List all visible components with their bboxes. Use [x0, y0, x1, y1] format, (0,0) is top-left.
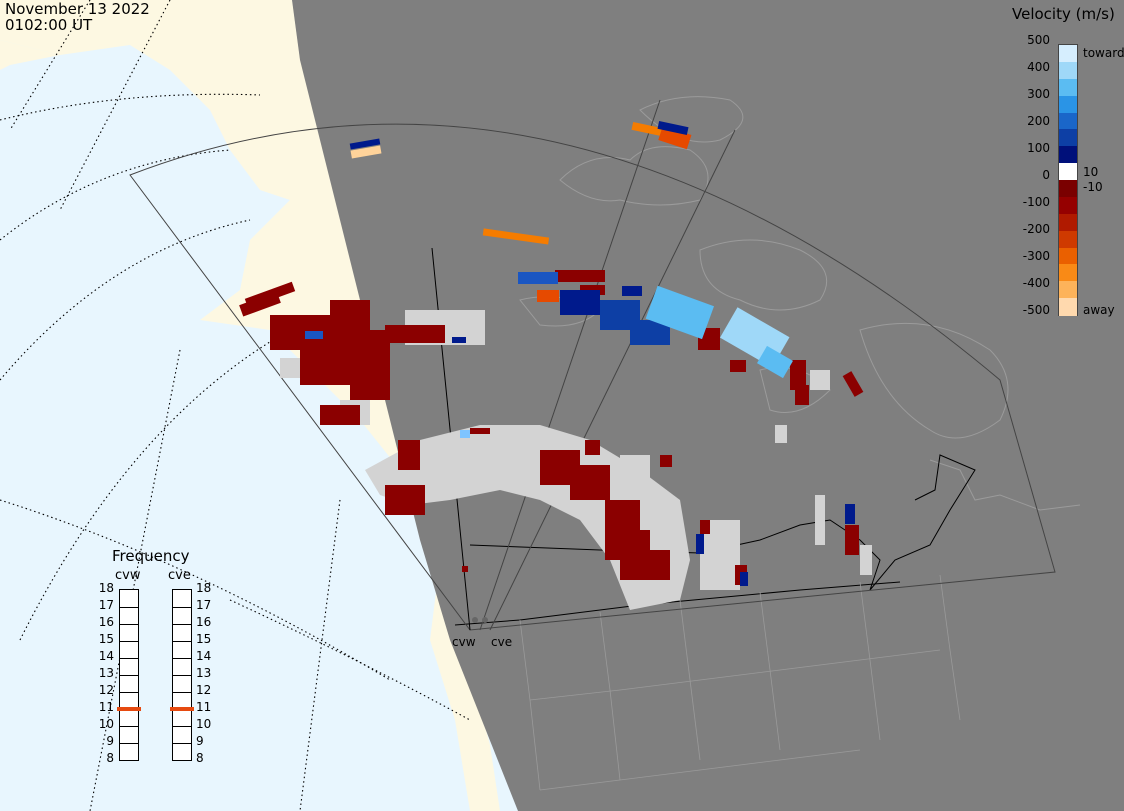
freq-scale-label: 18 — [196, 581, 212, 595]
legend-tick-label: 400 — [1027, 60, 1050, 74]
legend-tick-label: -400 — [1022, 276, 1050, 290]
legend-swatch — [1059, 230, 1077, 248]
freq-scale-label: 13 — [196, 666, 212, 680]
freq-gridline — [173, 743, 191, 744]
time-label: 0102:00 UT — [5, 16, 93, 34]
legend-tick-label: 300 — [1027, 87, 1050, 101]
freq-gridline — [120, 743, 138, 744]
legend-tick-label: 0 — [1042, 168, 1050, 182]
freq-scale-label: 8 — [106, 751, 114, 765]
freq-gridline — [120, 624, 138, 625]
date-label: November 13 2022 — [5, 0, 150, 18]
legend-tick-label: -100 — [1022, 195, 1050, 209]
freq-gridline — [120, 726, 138, 727]
freq-scale-label: 13 — [98, 666, 114, 680]
freq-column-cvw — [117, 589, 141, 761]
legend-tick-label: -200 — [1022, 222, 1050, 236]
freq-radar-cvw: cvw — [115, 568, 141, 583]
legend-toward-label: toward — [1083, 46, 1124, 60]
legend-away-label: away — [1083, 303, 1115, 317]
legend-swatch — [1059, 180, 1077, 198]
freq-scale-label: 8 — [196, 751, 204, 765]
echoes-away-low — [239, 270, 864, 585]
legend-swatch — [1059, 45, 1077, 63]
legend-title: Velocity (m/s) — [1012, 5, 1115, 23]
legend-swatch — [1059, 264, 1077, 282]
freq-scale-label: 12 — [98, 683, 114, 697]
freq-scale-label: 17 — [98, 598, 114, 612]
freq-scale-label: 16 — [196, 615, 212, 629]
radar-site-cve — [482, 617, 488, 623]
legend-swatch — [1059, 247, 1077, 265]
legend-swatch — [1059, 281, 1077, 299]
radar-label-cvw: cvw — [452, 635, 476, 649]
legend-swatch — [1059, 112, 1077, 130]
lat-lon-grid — [0, 0, 471, 811]
radar-site-cvw — [472, 617, 478, 623]
night-region — [292, 0, 1124, 811]
radar-sites — [472, 617, 488, 623]
freq-scale-label: 9 — [196, 734, 204, 748]
echoes-toward — [305, 120, 855, 586]
state-lines — [519, 574, 961, 791]
freq-scale-label: 12 — [196, 683, 212, 697]
freq-gridline — [120, 641, 138, 642]
freq-gridline — [173, 624, 191, 625]
freq-scale-label: 11 — [98, 700, 114, 714]
freq-gridline — [120, 692, 138, 693]
freq-scale-label: 14 — [196, 649, 212, 663]
freq-gridline — [173, 658, 191, 659]
daylight-land — [0, 0, 500, 811]
freq-gridline — [120, 675, 138, 676]
freq-gridline — [120, 607, 138, 608]
legend-swatch — [1059, 146, 1077, 164]
freq-gridline — [173, 675, 191, 676]
freq-gridline — [173, 641, 191, 642]
frequency-title: Frequency — [112, 547, 190, 565]
legend-swatch — [1059, 78, 1077, 97]
freq-marker — [170, 707, 194, 711]
legend-swatch — [1059, 95, 1077, 113]
freq-scale-label: 16 — [98, 615, 114, 629]
freq-gridline — [173, 607, 191, 608]
freq-radar-cve: cve — [168, 568, 191, 583]
freq-scale-label: 10 — [98, 717, 114, 731]
freq-gridline — [120, 658, 138, 659]
freq-marker — [117, 707, 141, 711]
legend-swatch — [1059, 61, 1077, 80]
legend-swatch — [1059, 129, 1077, 147]
legend-colorbar — [1058, 44, 1078, 316]
freq-scale-label: 15 — [98, 632, 114, 646]
legend-tick-label: 500 — [1027, 33, 1050, 47]
legend-tick-label: 100 — [1027, 141, 1050, 155]
freq-scale-label: 18 — [98, 581, 114, 595]
legend-pos-threshold: 10 — [1083, 165, 1099, 179]
freq-scale-label: 15 — [196, 632, 212, 646]
freq-gridline — [173, 692, 191, 693]
legend-tick-label: -500 — [1022, 303, 1050, 317]
legend-tick-label: 200 — [1027, 114, 1050, 128]
legend-neg-threshold: -10 — [1083, 180, 1103, 194]
freq-scale-label: 17 — [196, 598, 212, 612]
freq-scale-label: 14 — [98, 649, 114, 663]
freq-column-cve — [170, 589, 194, 761]
legend-swatch — [1059, 213, 1077, 232]
legend-tick-label: -300 — [1022, 249, 1050, 263]
legend-swatch — [1059, 196, 1077, 215]
radar-label-cve: cve — [491, 635, 513, 649]
legend-swatch — [1059, 298, 1077, 316]
echoes-away-high — [350, 121, 692, 302]
legend-swatch — [1059, 163, 1077, 181]
freq-scale-label: 10 — [196, 717, 212, 731]
freq-scale-label: 11 — [196, 700, 212, 714]
freq-gridline — [173, 726, 191, 727]
freq-scale-label: 9 — [106, 734, 114, 748]
